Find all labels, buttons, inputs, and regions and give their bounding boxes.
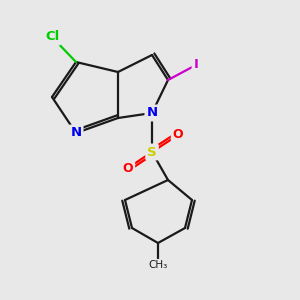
Text: CH₃: CH₃	[148, 260, 168, 270]
Text: I: I	[194, 58, 198, 71]
Text: Cl: Cl	[45, 31, 59, 44]
Text: N: N	[146, 106, 158, 119]
Text: O: O	[173, 128, 183, 142]
Text: O: O	[123, 161, 133, 175]
Text: N: N	[70, 127, 82, 140]
Text: S: S	[147, 146, 157, 158]
